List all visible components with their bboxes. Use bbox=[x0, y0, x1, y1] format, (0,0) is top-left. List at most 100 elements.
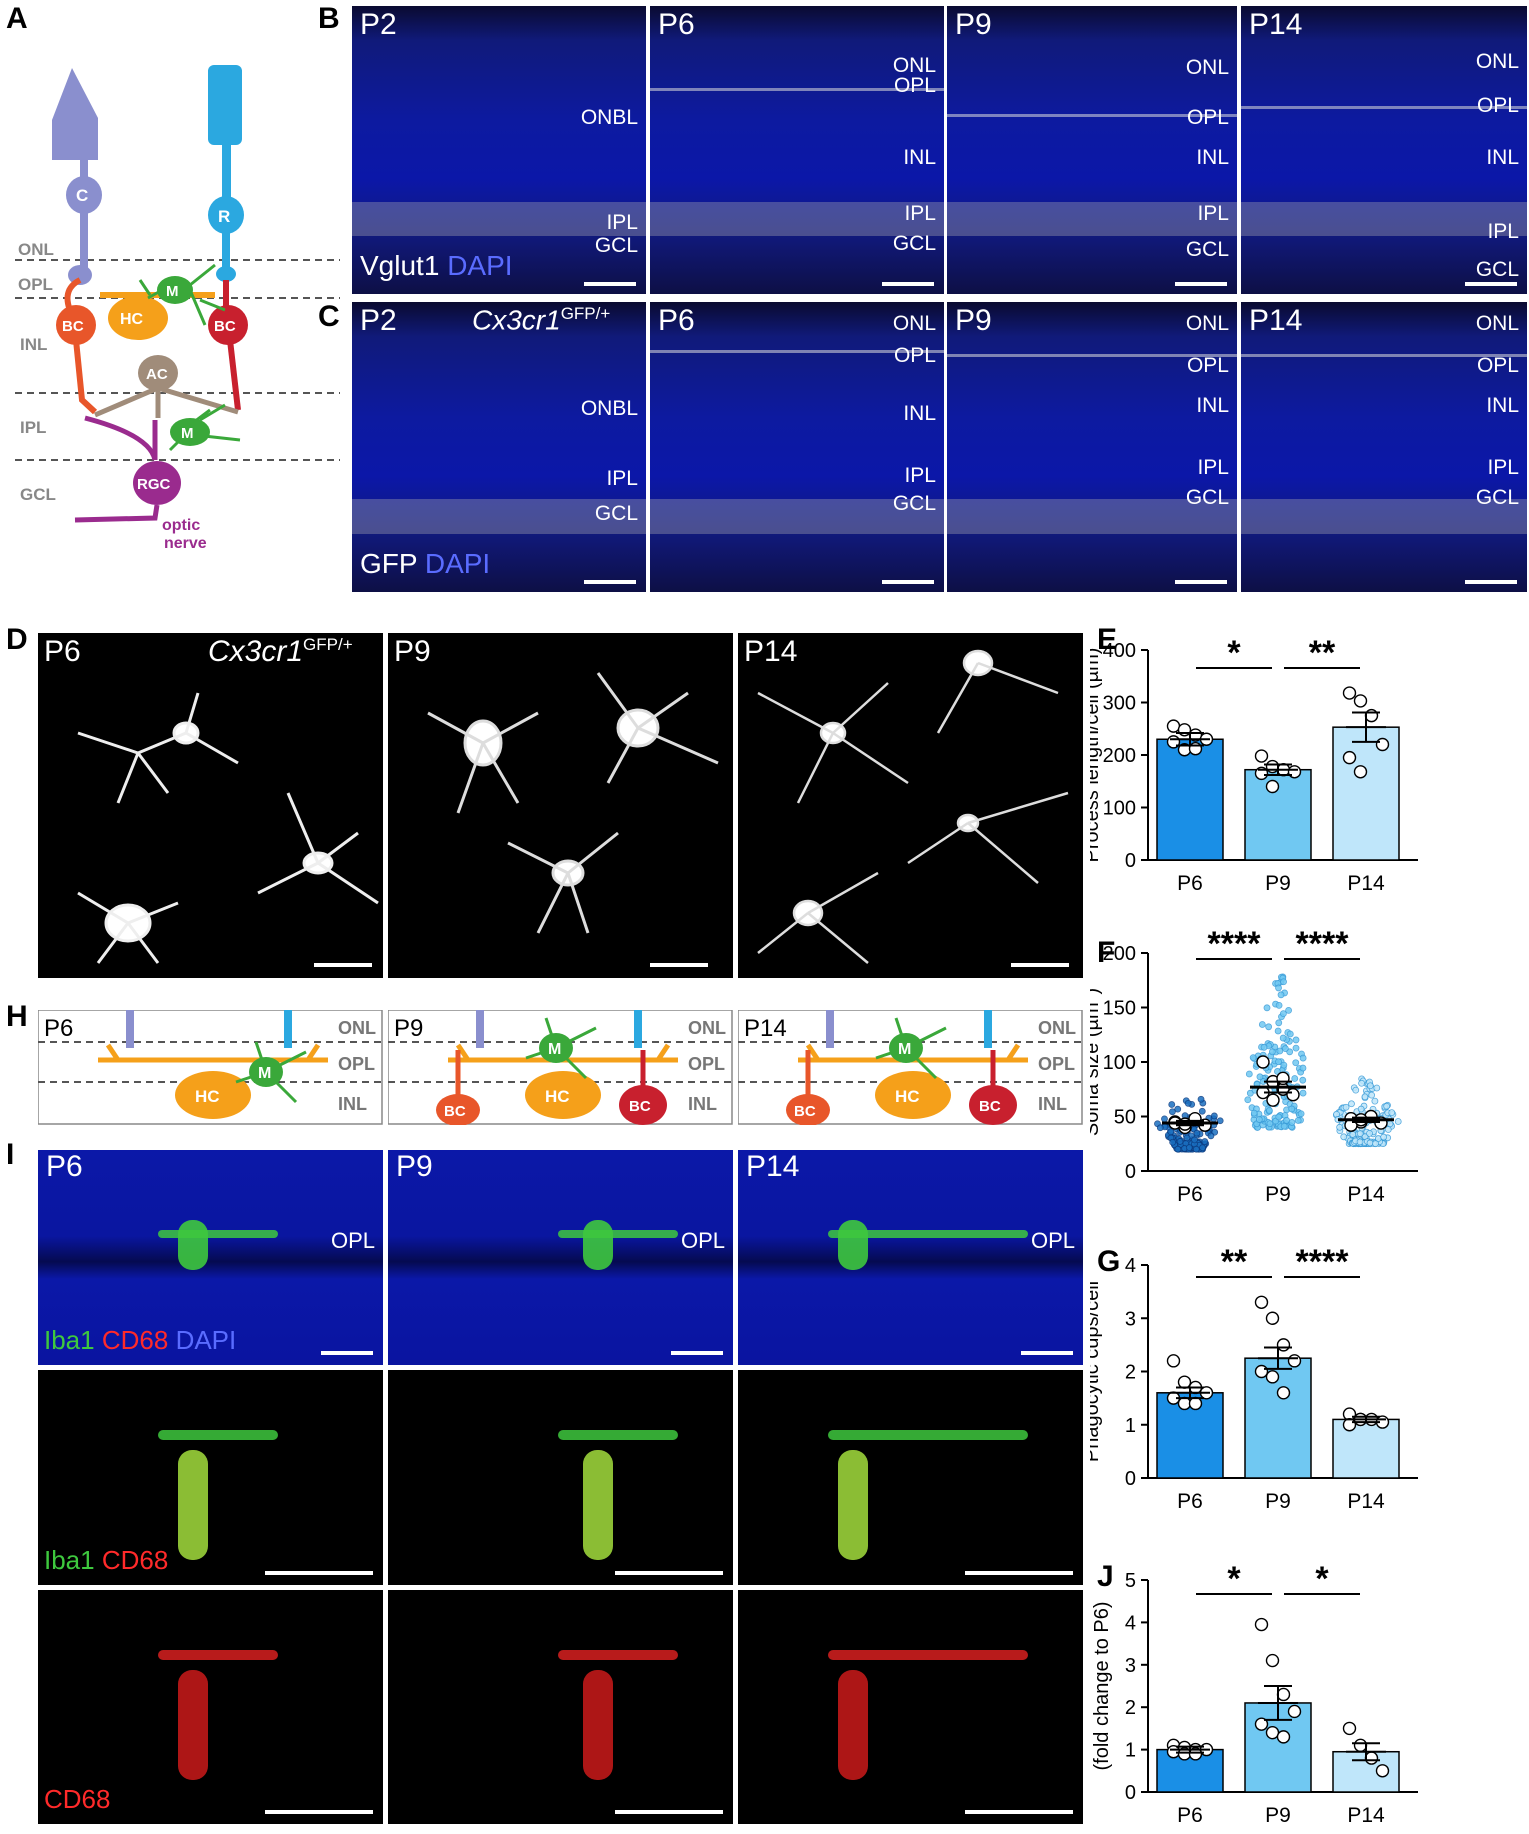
age-label: P6 bbox=[658, 8, 695, 41]
bar bbox=[1332, 726, 1400, 861]
layer-label: OPL bbox=[1186, 354, 1229, 377]
layer-label: GCL bbox=[594, 234, 638, 257]
opl-label: OPL bbox=[680, 1228, 725, 1253]
data-point bbox=[1177, 1396, 1192, 1411]
scale-bar bbox=[965, 1810, 1073, 1814]
data-point bbox=[1288, 1105, 1296, 1113]
schematic-opl: OPL bbox=[18, 275, 53, 294]
data-point bbox=[1380, 1133, 1388, 1141]
data-point bbox=[1294, 1117, 1302, 1124]
age-label: P6 bbox=[658, 304, 695, 337]
data-point bbox=[1352, 1086, 1360, 1094]
data-point bbox=[1188, 1396, 1203, 1411]
stain-1: Vglut1 bbox=[360, 250, 440, 281]
hc-label: HC bbox=[195, 1087, 220, 1106]
chart-f: 0 50 100 150 200 Soma size (µm2) P6 P9 P14 **** **… bbox=[1090, 925, 1418, 1206]
scale-bar bbox=[1021, 1351, 1073, 1355]
stain-1: Iba1 bbox=[44, 1545, 95, 1575]
layer-label: IPL bbox=[606, 211, 638, 234]
data-point bbox=[1349, 1131, 1357, 1138]
scale-bar bbox=[615, 1810, 723, 1814]
cell-process bbox=[558, 1230, 678, 1238]
layer-label: IPL bbox=[1197, 202, 1229, 225]
scale-bar bbox=[882, 282, 934, 286]
schematic-h-1: P9 ONL OPL INL HC M BC BC bbox=[388, 1010, 733, 1125]
ipl-band bbox=[352, 499, 646, 534]
hc-label: HC bbox=[895, 1087, 920, 1106]
layer-label: OPL bbox=[1476, 94, 1519, 117]
layer-label: ONL bbox=[688, 1018, 726, 1038]
data-point bbox=[1176, 1138, 1184, 1145]
opl-band bbox=[650, 88, 944, 91]
data-point bbox=[1184, 1099, 1192, 1107]
data-point bbox=[1375, 737, 1390, 752]
data-point bbox=[1254, 1295, 1269, 1309]
data-point bbox=[1254, 1364, 1269, 1379]
cell-process bbox=[158, 1650, 278, 1660]
micrograph-i-r1-1 bbox=[388, 1370, 733, 1585]
age-label: P9 bbox=[394, 1015, 423, 1042]
data-point bbox=[1254, 749, 1269, 763]
data-point bbox=[1177, 723, 1192, 737]
data-point bbox=[1357, 1105, 1365, 1113]
scale-bar bbox=[584, 580, 636, 584]
stain-2: CD68 bbox=[101, 1325, 169, 1355]
data-point bbox=[1292, 1059, 1300, 1067]
data-point bbox=[1342, 1103, 1350, 1111]
age-label: P9 bbox=[955, 304, 992, 337]
scale-bar bbox=[314, 963, 372, 967]
data-point bbox=[1177, 1375, 1192, 1389]
y-tick-label: 200 bbox=[1103, 943, 1136, 965]
micrograph-c-3: P14 ONL OPL INL IPL GCL bbox=[1241, 302, 1527, 592]
data-point bbox=[1340, 1133, 1348, 1141]
ac-label: AC bbox=[146, 366, 168, 383]
scale-bar bbox=[615, 1571, 723, 1575]
panel-label-b: B bbox=[318, 2, 340, 35]
age-label: P9 bbox=[394, 635, 431, 668]
data-point bbox=[1244, 1096, 1252, 1104]
significance-label: **** bbox=[1296, 1243, 1350, 1281]
layer-label: ONL bbox=[1038, 1018, 1076, 1038]
layer-label: ONL bbox=[892, 312, 936, 335]
data-point bbox=[1249, 1054, 1257, 1062]
layer-label: ONL bbox=[892, 54, 936, 77]
data-point bbox=[1292, 1036, 1300, 1044]
scale-bar bbox=[1175, 282, 1227, 286]
data-point bbox=[1265, 1725, 1280, 1740]
bc-label: BC bbox=[629, 1098, 651, 1115]
cell-process bbox=[558, 1430, 678, 1440]
data-point bbox=[1292, 1044, 1300, 1052]
data-point bbox=[1277, 991, 1285, 999]
m-label: M bbox=[898, 1041, 911, 1058]
opl-band bbox=[947, 114, 1237, 117]
data-point bbox=[1192, 1145, 1200, 1153]
ipl-band bbox=[947, 201, 1237, 237]
y-tick-label: 50 bbox=[1114, 1107, 1136, 1129]
x-tick-label: P6 bbox=[1177, 1183, 1203, 1206]
cell-process bbox=[828, 1650, 1028, 1660]
layer-label: INL bbox=[688, 1094, 717, 1114]
y-tick-label: 0 bbox=[1125, 1468, 1136, 1490]
y-tick-label: 0 bbox=[1125, 1782, 1136, 1804]
bar bbox=[1156, 738, 1224, 861]
y-tick-label: 3 bbox=[1125, 1308, 1136, 1330]
data-point bbox=[1372, 1140, 1379, 1148]
data-point bbox=[1256, 1073, 1264, 1081]
data-point bbox=[1265, 1311, 1280, 1325]
schematic-h-0: P6 ONL OPL INL HC M bbox=[38, 1010, 383, 1125]
layer-label: OPL bbox=[688, 1054, 725, 1074]
data-point bbox=[1183, 1134, 1191, 1142]
layer-label: IPL bbox=[1197, 456, 1229, 479]
ipl-band bbox=[650, 499, 944, 534]
bc-label: BC bbox=[444, 1103, 466, 1120]
y-axis-label: Phagocytic cups/cell bbox=[1090, 1281, 1103, 1462]
optic-label: optic bbox=[162, 517, 200, 534]
data-point bbox=[1299, 1089, 1307, 1097]
data-point bbox=[1167, 1128, 1175, 1136]
cell-process bbox=[158, 1230, 278, 1238]
significance-label: **** bbox=[1296, 925, 1350, 963]
layer-label: OPL bbox=[1476, 354, 1519, 377]
y-tick-label: 0 bbox=[1125, 850, 1136, 872]
scale-bar bbox=[321, 1351, 373, 1355]
panel-label-f: F bbox=[1097, 936, 1116, 969]
